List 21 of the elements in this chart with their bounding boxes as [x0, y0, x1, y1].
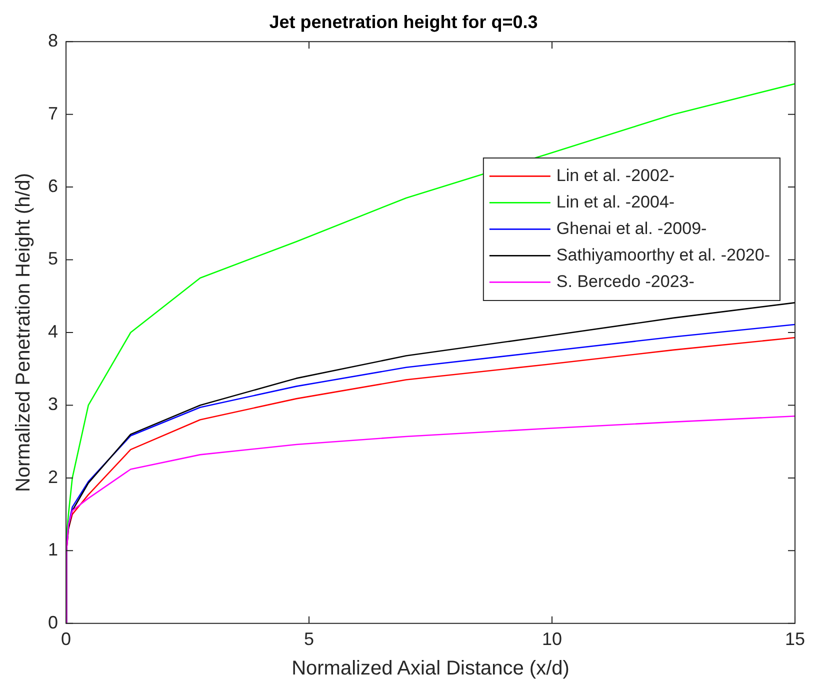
- x-tick-label: 5: [304, 629, 314, 650]
- legend-label: Lin et al. -2002-: [556, 166, 675, 185]
- legend-label: Lin et al. -2004-: [556, 192, 675, 212]
- y-tick-label: 0: [48, 612, 58, 632]
- y-tick-label: 3: [48, 394, 58, 414]
- y-tick-label: 8: [48, 30, 58, 51]
- y-tick-label: 2: [48, 466, 58, 487]
- legend-label: Sathiyamoorthy et al. -2020-: [556, 245, 770, 264]
- legend-label: Ghenai et al. -2009-: [556, 218, 707, 238]
- chart-title: Jet penetration height for q=0.3: [269, 12, 538, 32]
- x-tick-label: 15: [784, 629, 806, 650]
- y-tick-label: 7: [48, 103, 58, 124]
- y-tick-label: 1: [48, 540, 58, 560]
- x-tick-label: 10: [542, 629, 562, 650]
- x-tick-label: 0: [61, 629, 72, 650]
- x-axis-title: Normalized Axial Distance (x/d): [292, 658, 570, 680]
- y-tick-label: 4: [48, 321, 58, 342]
- legend-label: S. Bercedo -2023-: [556, 272, 694, 291]
- y-axis-title: Normalized Penetration Height (h/d): [12, 172, 35, 492]
- y-tick-label: 6: [48, 176, 58, 196]
- y-tick-label: 5: [48, 248, 58, 269]
